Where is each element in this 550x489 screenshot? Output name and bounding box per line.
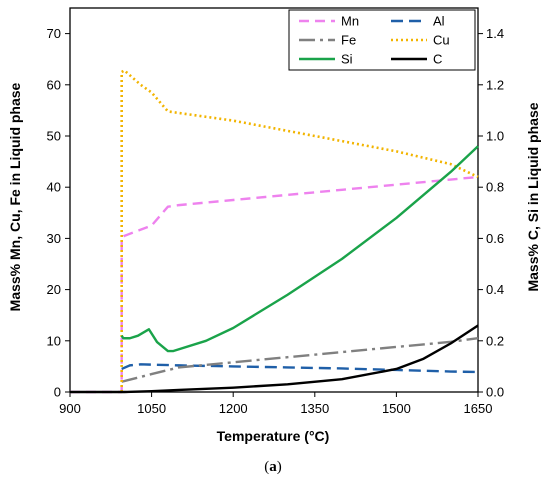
y-left-tick-label: 30 [47, 231, 61, 246]
y-left-tick-label: 60 [47, 77, 61, 92]
y-left-tick-label: 20 [47, 282, 61, 297]
y-left-tick-label: 0 [54, 385, 61, 400]
y-left-tick-label: 40 [47, 180, 61, 195]
y-left-axis-ticks: 0 10 20 30 40 50 60 70 [47, 26, 70, 400]
figure-caption: (a) [264, 459, 282, 475]
legend-label-fe: Fe [341, 33, 356, 48]
y-left-axis-title: Mass% Mn, Cu, Fe in Liquid phase [7, 82, 23, 311]
plot-area-border [69, 7, 479, 393]
y-right-tick-label: 1.2 [486, 77, 504, 92]
x-axis-title: Temperature (°C) [217, 428, 330, 444]
y-left-tick-label: 70 [47, 26, 61, 41]
x-tick-label: 1650 [464, 401, 493, 416]
series-line-c [70, 324, 479, 394]
x-tick-label: 1050 [137, 401, 166, 416]
y-right-tick-label: 1.4 [486, 26, 504, 41]
legend: Mn Al Fe Cu Si C [288, 9, 476, 71]
y-right-tick-label: 0.8 [486, 180, 504, 195]
series-line-al [121, 363, 479, 374]
series-line-si [120, 145, 479, 353]
y-right-axis-title: Mass% C, Si in Liquid phase [525, 102, 541, 291]
y-right-tick-label: 0.6 [486, 231, 504, 246]
x-tick-label: 1350 [300, 401, 329, 416]
y-right-tick-label: 0.2 [486, 333, 504, 348]
x-tick-label: 1500 [382, 401, 411, 416]
legend-label-al: Al [433, 14, 445, 29]
plot-frame [69, 7, 479, 393]
series-line-cu [120, 69, 479, 392]
series-layer [70, 69, 479, 394]
legend-label-si: Si [341, 52, 353, 67]
y-left-tick-label: 50 [47, 129, 61, 144]
series-line-fe [121, 337, 479, 383]
y-right-tick-label: 1.0 [486, 129, 504, 144]
legend-label-mn: Mn [341, 14, 359, 29]
series-line-mn [70, 175, 479, 394]
y-right-tick-label: 0.4 [486, 282, 504, 297]
y-left-tick-label: 10 [47, 333, 61, 348]
x-tick-label: 900 [59, 401, 81, 416]
y-right-axis-ticks: 0.0 0.2 0.4 0.6 0.8 1.0 1.2 1.4 [478, 26, 504, 400]
y-right-tick-label: 0.0 [486, 385, 504, 400]
x-tick-label: 1200 [219, 401, 248, 416]
x-axis-ticks: 900 1050 1200 1350 1500 1650 [59, 392, 492, 416]
legend-label-c: C [433, 52, 442, 67]
legend-label-cu: Cu [433, 33, 450, 48]
